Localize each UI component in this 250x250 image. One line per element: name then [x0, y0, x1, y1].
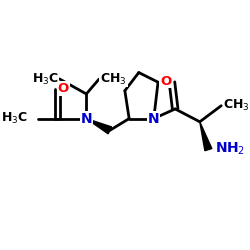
Polygon shape [86, 118, 112, 134]
Text: H$_3$C: H$_3$C [0, 111, 28, 126]
Text: H$_3$C: H$_3$C [32, 72, 58, 86]
Text: N: N [80, 112, 92, 126]
Text: O: O [160, 74, 171, 88]
Text: CH$_3$: CH$_3$ [223, 98, 250, 113]
Text: O: O [58, 82, 69, 95]
Text: N: N [148, 112, 160, 126]
Polygon shape [200, 122, 212, 151]
Text: NH$_2$: NH$_2$ [215, 140, 245, 157]
Text: CH$_3$: CH$_3$ [100, 72, 127, 86]
